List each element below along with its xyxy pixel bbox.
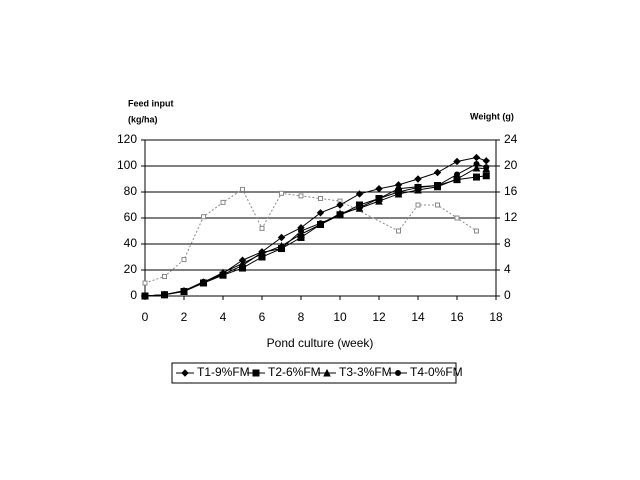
point [239, 262, 246, 269]
x-tick-label: 8 [298, 310, 305, 324]
point [454, 215, 460, 221]
x-tick-label: 4 [220, 310, 227, 324]
point [220, 271, 226, 278]
point [142, 280, 148, 286]
point [394, 189, 403, 198]
point [297, 230, 305, 238]
point [472, 163, 481, 172]
point [434, 182, 441, 189]
y-tick-label: 0 [130, 288, 137, 302]
y-tick-label: 20 [124, 262, 138, 276]
x-tick-label: 18 [489, 310, 503, 324]
y-tick-label: 40 [124, 236, 138, 250]
point [200, 278, 207, 285]
y2-tick-label: 24 [504, 132, 518, 146]
point [316, 209, 325, 217]
point [415, 202, 421, 208]
y2-tick-label: 0 [504, 288, 511, 302]
point [433, 168, 442, 177]
legend-box [171, 362, 457, 384]
point [259, 249, 265, 256]
y-tick-label: 60 [124, 210, 138, 224]
y2-axis-label: Weight (g) [470, 111, 514, 121]
series-line [144, 188, 477, 284]
point [473, 161, 480, 168]
point [337, 211, 343, 218]
point [453, 157, 461, 166]
point [240, 186, 245, 192]
point [201, 214, 206, 220]
legend-marker [395, 370, 401, 376]
y2-tick-label: 20 [504, 158, 518, 172]
point [356, 204, 363, 211]
x-tick-label: 10 [333, 310, 347, 324]
point [318, 196, 323, 201]
point [453, 174, 461, 183]
y-tick-label: 120 [117, 132, 137, 146]
x-tick-label: 16 [450, 310, 464, 324]
point [181, 287, 187, 294]
legend-marker [323, 368, 331, 377]
point [298, 193, 304, 199]
point [482, 157, 490, 165]
point [415, 183, 421, 190]
x-tick-label: 12 [372, 310, 386, 324]
legend-label: T3-3%FM [339, 365, 392, 379]
legend-label: T1-9%FM [197, 365, 250, 379]
point [317, 220, 324, 227]
point [278, 245, 285, 252]
point [376, 195, 382, 202]
point [435, 202, 440, 208]
point [355, 190, 364, 198]
point [259, 225, 265, 231]
point [414, 175, 422, 183]
legend-label: T2-6%FM [268, 365, 321, 379]
y-axis-label: Feed input [128, 98, 174, 108]
point [454, 171, 460, 178]
point [472, 153, 481, 162]
legend-marker [181, 369, 189, 377]
point [482, 172, 490, 180]
y-tick-label: 80 [124, 184, 138, 198]
y2-tick-label: 16 [504, 184, 518, 198]
x-tick-label: 6 [259, 310, 266, 324]
x-axis-label: Pond culture (week) [267, 336, 374, 350]
x-tick-label: 2 [181, 310, 188, 324]
point [220, 199, 226, 205]
point [279, 190, 284, 196]
series-line [144, 175, 487, 297]
y-tick-label: 100 [117, 158, 137, 172]
point [161, 291, 168, 298]
point [396, 228, 401, 234]
point [162, 274, 167, 279]
point [414, 185, 422, 194]
point [181, 257, 187, 263]
point [483, 164, 490, 171]
point [298, 228, 304, 234]
y2-tick-label: 4 [504, 262, 511, 276]
y2-tick-label: 12 [504, 210, 518, 224]
point [142, 293, 148, 299]
point [474, 228, 479, 234]
legend-marker [252, 369, 260, 377]
point [395, 185, 402, 192]
x-tick-label: 14 [411, 310, 425, 324]
point [277, 233, 286, 242]
point [473, 173, 480, 181]
y2-tick-label: 8 [504, 236, 511, 250]
point [375, 185, 383, 193]
x-tick-label: 0 [142, 310, 149, 324]
legend-label: T4-0%FM [410, 365, 463, 379]
point [336, 201, 344, 209]
y-axis-label: (kg/ha) [128, 114, 158, 124]
